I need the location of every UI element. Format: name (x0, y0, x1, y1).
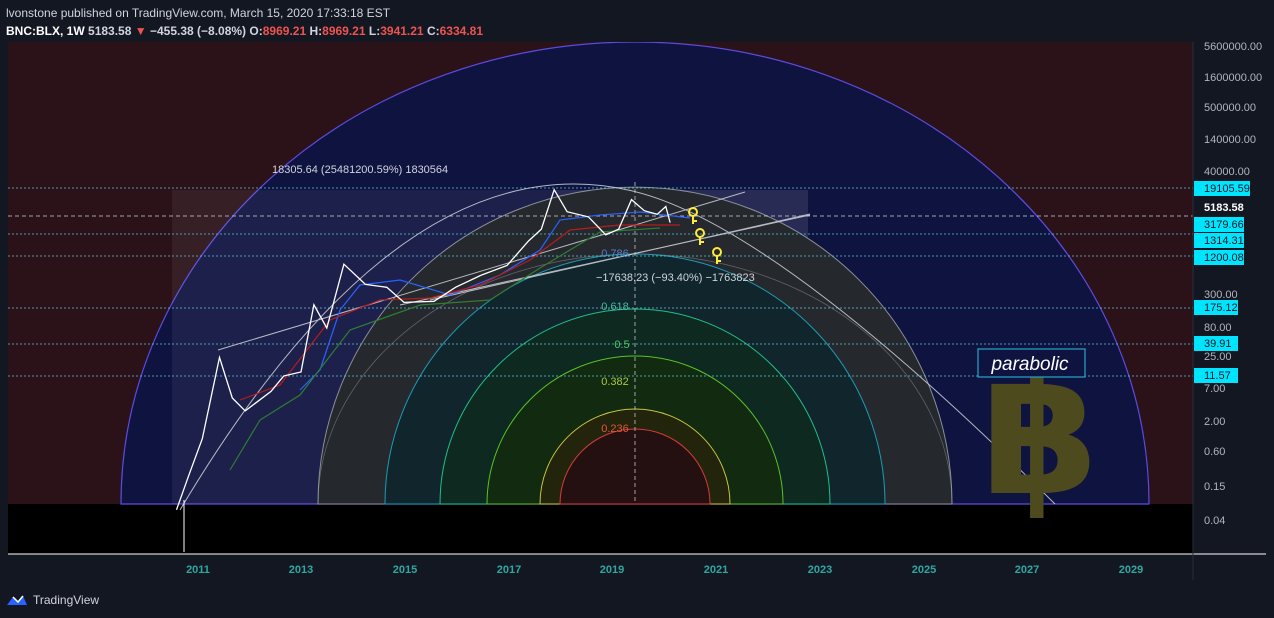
chart-header: lvonstone published on TradingView.com, … (6, 4, 483, 40)
high-value: 8969.21 (322, 24, 366, 38)
fib-label-0382: 0.382 (601, 376, 629, 388)
y-tick: 0.15 (1204, 481, 1225, 493)
price-label: 1314.31 (1204, 235, 1244, 247)
price-label: 1200.08 (1204, 252, 1244, 264)
y-tick: 140000.00 (1204, 134, 1256, 146)
x-tick: 2013 (289, 564, 313, 576)
trend-lines (179, 183, 1056, 511)
x-tick: 2019 (600, 564, 624, 576)
close-value: 6334.81 (439, 24, 484, 38)
price-change: −455.38 (−8.08%) (149, 24, 247, 38)
low-value: 3941.21 (380, 24, 424, 38)
tradingview-brand: TradingView (33, 593, 100, 607)
price-label: 39.91 (1204, 338, 1232, 350)
key-icon (712, 247, 722, 264)
parabolic-box (977, 348, 1086, 378)
x-tick: 2015 (393, 564, 417, 576)
y-tick: 25.00 (1204, 351, 1232, 363)
y-tick: 5600000.00 (1204, 41, 1262, 53)
open-value: 8969.21 (262, 24, 307, 38)
fall-annotation: −17638.23 (−93.40%) −1763823 (596, 272, 755, 284)
y-axis-ticks: 5600000.00 1600000.00 500000.00 140000.0… (1204, 41, 1262, 527)
y-tick: 0.04 (1204, 515, 1225, 527)
price-level-lines (8, 187, 1193, 377)
y-tick: 40000.00 (1204, 166, 1250, 178)
x-axis-ticks: 2011 2013 2015 2017 2019 2021 2023 2025 … (186, 564, 1143, 576)
tradingview-logo-icon (7, 595, 27, 605)
key-icon (695, 228, 705, 245)
x-tick: 2021 (704, 564, 728, 576)
fib-arc-0 (559, 428, 711, 505)
current-price-label: 5183.58 (1204, 202, 1244, 214)
y-tick: 300.00 (1204, 289, 1238, 301)
price-label: 19105.59 (1204, 183, 1250, 195)
parabolic-label: parabolic (990, 354, 1069, 375)
tradingview-footer[interactable]: TradingView (6, 590, 99, 610)
price-series (175, 188, 671, 511)
y-tick: 500000.00 (1204, 102, 1256, 114)
y-tick: 80.00 (1204, 322, 1232, 334)
y-tick: 2.00 (1204, 416, 1225, 428)
y-tick: 0.60 (1204, 446, 1225, 458)
price-label: 11.57 (1204, 370, 1231, 382)
x-tick: 2011 (186, 564, 210, 576)
fib-label-0786: 0.786 (601, 248, 629, 260)
low-label: L: (368, 24, 381, 38)
fib-label-05: 0.5 (614, 339, 629, 351)
last-price: 5183.58 (88, 24, 132, 38)
fib-label-0618: 0.618 (601, 301, 629, 313)
down-arrow-icon: ▼ (134, 24, 147, 38)
x-tick: 2027 (1015, 564, 1039, 576)
open-label: O: (249, 24, 263, 38)
symbol-label: BNC:BLX, 1W (6, 24, 85, 38)
ohlc-line: BNC:BLX, 1W 5183.58 ▼ −455.38 (−8.08%) O… (6, 22, 483, 40)
x-tick: 2023 (808, 564, 832, 576)
price-label: 175.12 (1204, 302, 1238, 314)
x-tick: 2025 (912, 564, 936, 576)
high-label: H: (309, 24, 323, 38)
price-labels: 19105.59 3179.66 1314.31 1200.08 175.12 … (1194, 181, 1252, 383)
plot-lower-band (8, 504, 1193, 554)
price-label: 3179.66 (1204, 219, 1244, 231)
x-tick: 2029 (1119, 564, 1143, 576)
rise-annotation: 18305.64 (25481200.59%) 1830564 (272, 164, 448, 176)
fib-label-0236: 0.236 (601, 423, 629, 435)
close-label: C: (426, 24, 440, 38)
key-icon (688, 207, 698, 224)
y-tick: 7.00 (1204, 383, 1225, 395)
published-line: lvonstone published on TradingView.com, … (6, 6, 391, 20)
x-tick: 2017 (497, 564, 521, 576)
y-tick: 1600000.00 (1204, 72, 1262, 84)
